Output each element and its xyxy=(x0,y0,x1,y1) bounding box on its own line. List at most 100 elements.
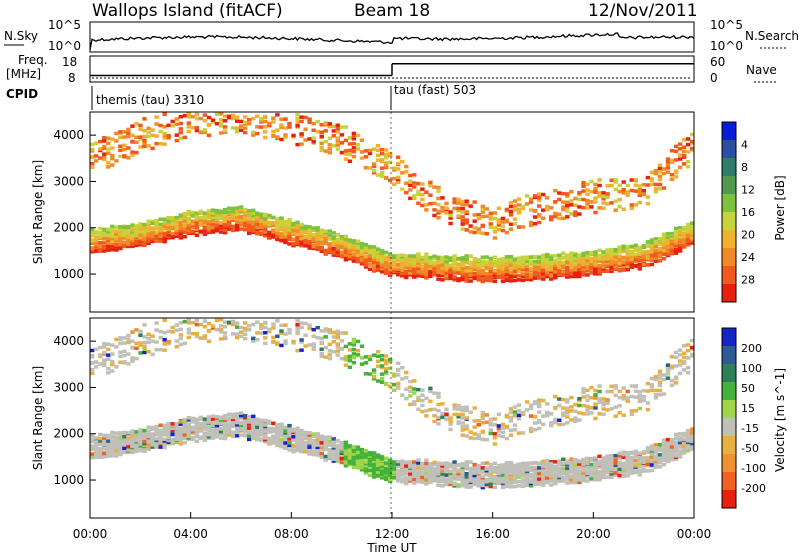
velocity-cell xyxy=(456,404,460,408)
power-cell xyxy=(420,182,424,186)
power-cell xyxy=(368,268,372,272)
velocity-cell xyxy=(307,327,311,331)
velocity-cell xyxy=(303,450,307,454)
velocity-cell xyxy=(259,323,263,327)
velocity-cell xyxy=(420,462,424,466)
velocity-cell xyxy=(271,340,275,344)
velocity-cell xyxy=(223,331,227,335)
velocity-cell xyxy=(328,439,332,443)
power-cell xyxy=(130,150,134,154)
velocity-cell xyxy=(215,328,219,332)
velocity-cell xyxy=(513,485,517,489)
power-cell xyxy=(344,240,348,244)
power-cell xyxy=(650,183,654,187)
velocity-cell xyxy=(573,481,577,485)
power-cell xyxy=(159,223,163,227)
velocity-cell xyxy=(573,410,577,414)
power-cell xyxy=(428,256,432,259)
power-cell xyxy=(485,272,489,276)
velocity-cell xyxy=(557,419,561,423)
velocity-cell xyxy=(142,351,146,355)
power-cell xyxy=(618,198,622,202)
power-cell xyxy=(380,175,384,179)
power-cell xyxy=(187,121,191,125)
velocity-cell xyxy=(255,338,259,342)
power-cell xyxy=(686,150,690,154)
power-cell xyxy=(493,211,497,215)
velocity-cell xyxy=(247,434,251,438)
power-colorbar-tick: 24 xyxy=(741,251,755,264)
power-cell xyxy=(328,151,332,155)
power-cell xyxy=(154,142,158,146)
power-cell xyxy=(565,266,569,270)
velocity-cell xyxy=(187,416,191,420)
power-cell xyxy=(324,140,328,144)
velocity-cell xyxy=(517,431,521,435)
power-cell xyxy=(299,223,303,227)
power-cell xyxy=(428,202,432,206)
velocity-cell xyxy=(545,459,549,463)
power-cell xyxy=(465,200,469,204)
power-cell xyxy=(126,156,130,160)
velocity-cell xyxy=(529,414,533,418)
velocity-cell xyxy=(275,435,279,439)
power-cell xyxy=(187,112,191,116)
power-cell xyxy=(154,219,158,223)
velocity-cell xyxy=(597,470,601,474)
velocity-cell xyxy=(344,345,348,349)
power-cell xyxy=(682,138,686,142)
power-cell xyxy=(142,145,146,149)
power-cell xyxy=(191,126,195,129)
power-ytick-label: 3000 xyxy=(53,174,84,188)
velocity-cell xyxy=(154,430,158,434)
power-cell xyxy=(106,248,110,252)
power-cell xyxy=(142,129,146,133)
power-cell xyxy=(163,125,167,129)
velocity-cell xyxy=(231,332,235,336)
power-cell xyxy=(473,213,477,217)
power-cell xyxy=(356,134,360,138)
power-cell xyxy=(368,263,372,267)
power-cell xyxy=(585,259,589,263)
velocity-cell xyxy=(448,420,452,424)
velocity-cell xyxy=(340,339,344,343)
power-cell xyxy=(501,225,505,229)
velocity-cell xyxy=(171,326,175,330)
power-cell xyxy=(171,216,175,220)
power-cell xyxy=(505,279,509,283)
date-title: 12/Nov/2011 xyxy=(588,1,698,21)
power-cell xyxy=(295,229,299,233)
power-cell xyxy=(183,114,187,118)
power-cell xyxy=(517,225,521,229)
velocity-cell xyxy=(303,441,307,445)
power-cell xyxy=(203,113,207,117)
velocity-cell xyxy=(126,334,130,338)
velocity-cell xyxy=(235,336,239,340)
power-cell xyxy=(215,122,219,126)
velocity-cell xyxy=(122,432,126,436)
power-cell xyxy=(175,139,179,143)
power-cell xyxy=(609,179,613,183)
velocity-cell xyxy=(521,478,525,482)
power-cell xyxy=(271,120,275,124)
power-cell xyxy=(662,172,666,176)
velocity-cell xyxy=(295,349,299,353)
velocity-cell xyxy=(400,472,404,476)
velocity-cell xyxy=(90,438,94,442)
power-cell xyxy=(295,221,299,225)
power-cell xyxy=(493,217,497,221)
velocity-cell xyxy=(444,477,448,481)
power-cell xyxy=(440,278,444,282)
power-colorbar-swatch xyxy=(722,176,736,195)
velocity-cell xyxy=(126,362,130,366)
power-cell xyxy=(509,223,513,227)
velocity-cell xyxy=(384,457,388,461)
power-colorbar-swatch xyxy=(722,284,736,303)
velocity-cell xyxy=(344,331,348,335)
velocity-cell xyxy=(106,443,110,447)
velocity-cell xyxy=(167,426,171,430)
power-cell xyxy=(452,197,456,201)
velocity-cell xyxy=(94,360,98,364)
power-cell xyxy=(251,217,255,221)
power-cell xyxy=(436,186,440,190)
